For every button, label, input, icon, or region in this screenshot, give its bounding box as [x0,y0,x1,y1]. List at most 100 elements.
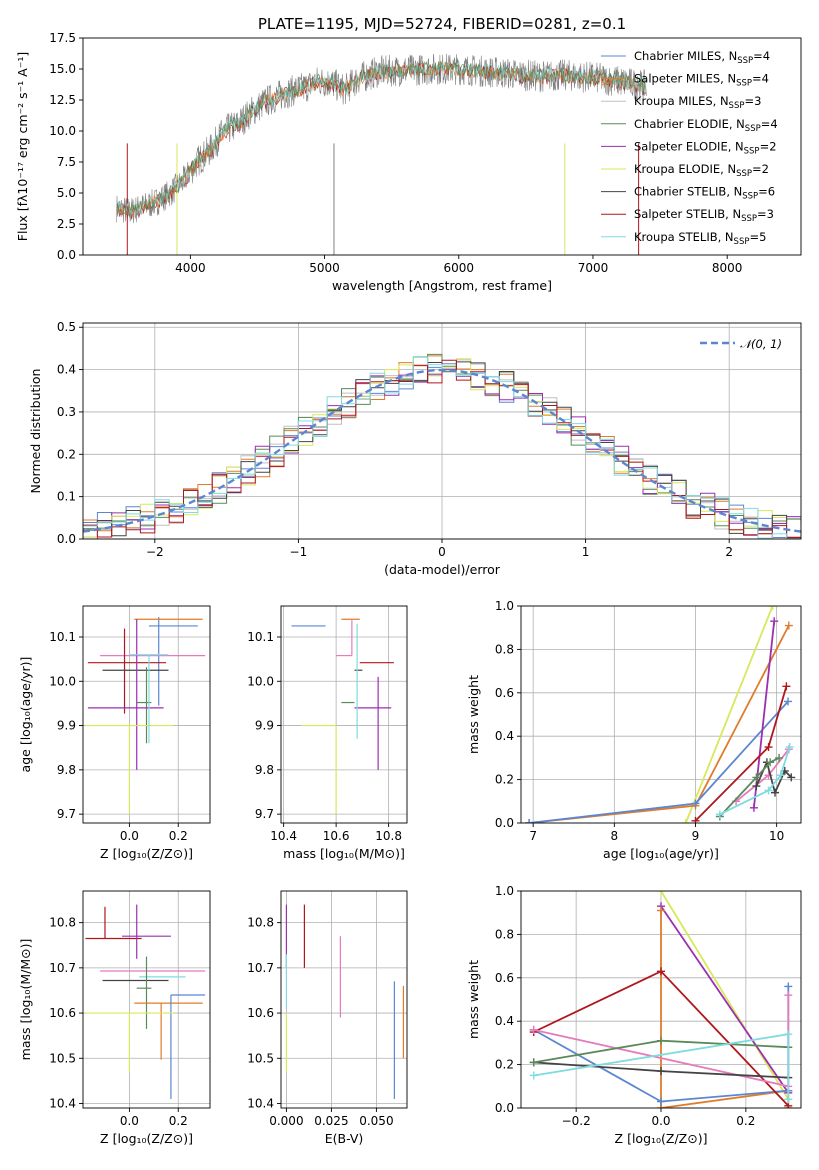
weight-line-ks [719,746,791,816]
legend-value: =4 [752,72,769,86]
weight-marker-ss [657,967,665,976]
legend-subscript: SSP [736,79,752,89]
weight-marker-ks [784,1095,793,1104]
axes-frame [82,322,802,540]
y-tick-label: 9.8 [57,763,76,777]
weight-marker-cs [657,1067,665,1076]
weight-line-ke [660,891,790,1100]
y-tick-label: 0.0 [495,816,514,830]
ticks [277,636,390,827]
model-spectrum-ce [116,60,647,217]
y-tick-label: 10.0 [247,674,274,688]
weight-marker-ss [691,816,700,823]
y-tick-label: 0.2 [495,1058,514,1072]
plot-area [85,617,206,815]
x-tick-label: 0.2 [169,829,188,843]
plot-area [529,891,793,1108]
x-tick-label: 4000 [175,261,206,275]
y-tick-label: 1.0 [495,884,514,898]
weight-marker-ke [681,819,690,823]
ticks [517,605,778,827]
observed-spectrum [116,53,647,224]
legend-entry-ke: Kroupa ELODIE, NSSP=2 [634,162,769,179]
legend-entry-cm: Chabrier MILES, NSSP=4 [634,49,770,66]
axes-frame [520,605,802,824]
y-tick-label: 2.5 [57,217,76,231]
y-tick-label: 10.0 [49,124,76,138]
y-tick-label: 10.1 [247,630,274,644]
axes-frame [82,37,802,256]
x-tick-label: 10 [769,829,784,843]
legend-entry-ce: Chabrier ELODIE, NSSP=4 [634,117,778,134]
ticks [277,922,377,1112]
x-tick-label: 0.0 [651,1114,670,1128]
y-tick-label: 0.0 [495,1101,514,1115]
legend-value: =3 [757,207,774,221]
y-tick-label: 10.4 [49,1096,76,1110]
ticks [79,922,179,1112]
legend-value: =2 [752,162,769,176]
panel-age_vs_mass: 10.4 10.6 10.8 9.7 9.8 9.9 10.0 10.1 mass [log₁₀… [247,605,408,861]
y-tick-label: 5.0 [57,186,76,200]
y-tick-label: 10.6 [247,1006,274,1020]
panel-age_vs_Z: 0.0 0.2 9.7 9.8 9.9 10.0 10.1 Z [log₁₀(Z/Z⊙)] ag… [18,605,211,861]
weight-line-se [660,905,790,1094]
y-axis-label: Normed distribution [28,369,43,494]
y-tick-label: 10.8 [49,916,76,930]
y-axis-label: mass weight [466,675,481,754]
ticks [79,636,179,827]
legend-entry-ks: Kroupa STELIB, NSSP=5 [634,230,766,247]
y-tick-label: 10.0 [49,674,76,688]
weight-marker-se [770,617,779,626]
weight-marker-ke [657,891,665,895]
histogram-ss [83,359,801,539]
y-tick-label: 0.2 [495,773,514,787]
weight-marker-ks [529,1071,538,1080]
ticks [79,37,728,259]
weight-marker-cm [784,697,793,706]
ticks [79,326,730,543]
x-tick-label: 7000 [578,261,609,275]
ticks [517,890,747,1112]
y-tick-label: 10.7 [247,961,274,975]
x-tick-label: 0.050 [359,1114,393,1128]
y-tick-label: 0.0 [57,248,76,262]
legend-subscript: SSP [734,237,750,247]
x-axis-label: Z [log₁₀(Z/Z⊙)] [100,846,193,861]
weight-marker-ce [529,1058,538,1067]
legend-subscript: SSP [745,124,761,134]
y-tick-label: 9.9 [57,719,76,733]
weight-marker-cm [691,799,700,808]
panel-spectrum: 4000 5000 6000 7000 8000 0.0 2.5 5.0 7.5 10.0 12.5… [15,31,802,293]
legend-entry-se: Salpeter ELODIE, NSSP=2 [634,139,777,156]
legend-entry-cs: Chabrier STELIB, NSSP=6 [634,185,775,202]
x-tick-label: 0.0 [120,1114,139,1128]
y-tick-label: 10.6 [49,1006,76,1020]
y-tick-label: 0.0 [57,532,76,546]
y-tick-label: 10.4 [247,1096,274,1110]
x-tick-label: 0.000 [269,1114,303,1128]
axes-frame [82,890,211,1109]
weight-marker-ce [752,773,761,782]
y-tick-label: 10.5 [247,1051,274,1065]
y-tick-label: 0.1 [57,490,76,504]
legend-value: =4 [761,117,778,131]
weight-marker-cs [771,788,780,797]
x-axis-label: E(B-V) [325,1131,364,1146]
weight-marker-ss [782,682,791,691]
legend-subscript: SSP [737,56,753,66]
weight-marker-pink [784,991,793,1000]
x-axis-label: Z [log₁₀(Z/Z⊙)] [100,1131,193,1146]
x-tick-label: 0.2 [169,1114,188,1128]
x-axis-label: Z [log₁₀(Z/Z⊙)] [615,1131,708,1146]
legend-entry-sm: Salpeter MILES, NSSP=4 [634,72,769,89]
weight-marker-cs [752,782,761,791]
y-tick-label: 9.7 [255,807,274,821]
y-tick-label: 12.5 [49,93,76,107]
legend-subscript: SSP [729,101,745,111]
x-tick-label: 10.8 [375,829,402,843]
y-tick-label: 0.2 [57,447,76,461]
plot-area [525,606,796,823]
x-axis-label: age [log₁₀(age/yr)] [603,846,719,861]
plot-area [83,353,801,539]
